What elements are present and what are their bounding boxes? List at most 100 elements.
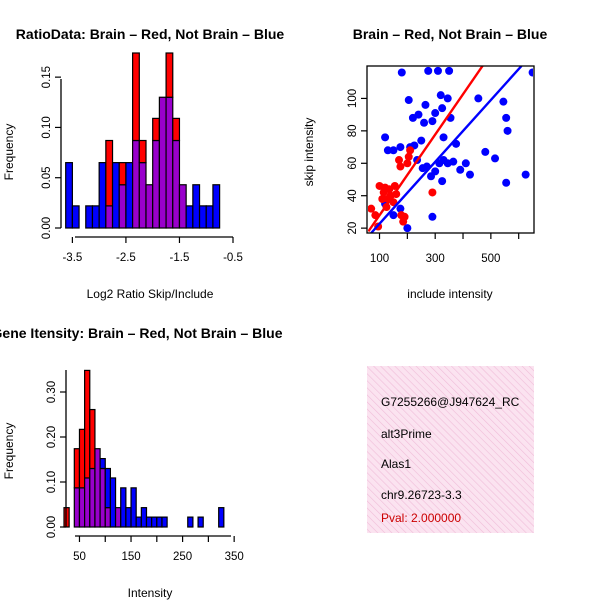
- intensity-title: Gene Itensity: Brain – Red, Not Brain – …: [0, 325, 283, 341]
- ratio-bar-overlap: [138, 162, 147, 229]
- intensity-bar-notbrain: [135, 516, 142, 528]
- scatter-point-notbrain: [439, 133, 448, 142]
- gene-name-text: Alas1: [381, 457, 411, 471]
- intensity-y-tick-label: 0.10: [46, 471, 58, 493]
- scatter-point-notbrain: [421, 100, 430, 109]
- ratio-y-ticks: 0.00 0.05 0.10 0.15: [41, 66, 61, 239]
- intensity-bar-overlap: [84, 477, 91, 528]
- ratio-bar-notbrain: [65, 162, 73, 229]
- pval-text: Pval: 2.000000: [381, 511, 461, 525]
- intensity-histogram: Gene Itensity: Brain – Red, Not Brain – …: [0, 325, 283, 600]
- scatter-y-tick-label: 100: [347, 89, 359, 108]
- ratio-bar-notbrain: [212, 184, 221, 229]
- scatter-point-notbrain: [461, 159, 470, 168]
- info-box: G7255266@J947624_RC alt3Prime Alas1 chr9…: [367, 366, 534, 533]
- ratio-x-ticks: -3.5 -2.5 -1.5 -0.5: [62, 237, 243, 264]
- intensity-bar-notbrain: [156, 516, 163, 528]
- ratio-y-tick-label: 0.00: [41, 217, 53, 239]
- scatter-frame: [366, 65, 535, 234]
- intensity-bar-notbrain: [161, 516, 168, 528]
- ratio-bar-overlap: [132, 139, 140, 229]
- ratio-bar-notbrain: [85, 205, 94, 229]
- intensity-bar-notbrain: [145, 516, 153, 528]
- ratio-x-tick-label: -3.5: [62, 252, 82, 264]
- intensity-bar-brain: [78, 428, 86, 489]
- ratio-x-label: Log2 Ratio Skip/Include: [87, 287, 214, 301]
- scatter-title: Brain – Red, Not Brain – Blue: [353, 26, 548, 42]
- intensity-y-ticks: 0.00 0.10 0.20 0.30: [46, 381, 66, 538]
- ratio-bar-brain: [165, 52, 174, 98]
- ratio-bar-overlap: [152, 139, 160, 229]
- scatter-point-notbrain: [449, 157, 458, 166]
- ratio-bar-brain: [132, 52, 140, 142]
- ratio-bar-overlap: [158, 96, 167, 229]
- ratio-bar-brain: [172, 117, 181, 142]
- scatter-y-label: skip intensity: [302, 118, 316, 187]
- scatter-point-notbrain: [465, 170, 474, 179]
- intensity-bar-notbrain: [151, 516, 158, 528]
- intensity-x-tick-label: 50: [73, 551, 86, 563]
- scatter-point-brain: [390, 181, 399, 190]
- scatter-point-brain: [406, 146, 415, 155]
- scatter-points: [368, 66, 533, 233]
- scatter-point-notbrain: [433, 66, 442, 75]
- event-type-text: alt3Prime: [381, 427, 432, 441]
- scatter-point-notbrain: [456, 165, 465, 174]
- scatter-x-tick-label: 300: [426, 253, 445, 265]
- intensity-bar-notbrain: [187, 516, 194, 528]
- intensity-x-tick-label: 150: [121, 551, 140, 563]
- scatter-point-brain: [428, 188, 437, 197]
- scatter-point-notbrain: [381, 133, 390, 142]
- intensity-bar-notbrain: [197, 516, 204, 528]
- intensity-bar-notbrain: [140, 507, 148, 528]
- scatter-point-notbrain: [443, 94, 452, 103]
- intensity-bar-notbrain: [104, 467, 112, 509]
- ratio-bar-notbrain: [185, 205, 194, 229]
- scatter-point-notbrain: [502, 178, 511, 187]
- intensity-y-tick-label: 0.20: [46, 426, 58, 448]
- scatter-point-notbrain: [528, 68, 533, 77]
- scatter-point-brain: [396, 162, 405, 171]
- info-background: [367, 366, 534, 533]
- ratio-histogram: RatioData: Brain – Red, Not Brain – Blue…: [2, 26, 284, 301]
- ratio-bar-overlap: [105, 205, 114, 229]
- ratio-bar-notbrain: [192, 184, 201, 229]
- scatter-point-notbrain: [481, 147, 490, 156]
- scatter-point-brain: [378, 194, 387, 203]
- intensity-bar-overlap: [94, 448, 101, 528]
- scatter-x-ticks: 100 300 500: [370, 233, 520, 265]
- ratio-x-tick-label: -0.5: [223, 252, 243, 264]
- scatter-point-notbrain: [417, 136, 426, 145]
- ratio-bar-notbrain: [71, 205, 80, 229]
- scatter-point-notbrain: [438, 104, 447, 113]
- scatter-plot: Brain – Red, Not Brain – Blue 100 300 500 …: [302, 26, 547, 301]
- scatter-trend-lines: [368, 66, 523, 233]
- gene-id-text: G7255266@J947624_RC: [381, 395, 520, 409]
- ratio-bar-brain: [138, 139, 147, 164]
- intensity-bar-brain: [84, 369, 91, 479]
- scatter-y-tick-label: 80: [347, 124, 359, 137]
- ratio-bar-brain: [152, 117, 160, 142]
- scatter-point-notbrain: [427, 172, 436, 181]
- ratio-y-tick-label: 0.05: [41, 167, 53, 189]
- scatter-point-notbrain: [404, 96, 413, 105]
- intensity-y-tick-label: 0.30: [46, 381, 58, 403]
- intensity-x-tick-label: 250: [173, 551, 192, 563]
- scatter-x-tick-label: 500: [481, 253, 500, 265]
- ratio-bar-overlap: [178, 184, 187, 229]
- ratio-title: RatioData: Brain – Red, Not Brain – Blue: [16, 26, 285, 42]
- ratio-y-label: Frequency: [2, 124, 16, 181]
- scatter-point-notbrain: [397, 68, 406, 77]
- scatter-point-brain: [403, 159, 412, 168]
- scatter-point-brain: [400, 212, 409, 221]
- ratio-bar-overlap: [145, 184, 154, 229]
- intensity-x-label: Intensity: [128, 586, 173, 600]
- scatter-y-tick-label: 60: [347, 157, 359, 170]
- scatter-x-label: include intensity: [407, 287, 492, 301]
- intensity-bar-brain: [73, 448, 81, 489]
- scatter-point-notbrain: [521, 170, 530, 179]
- scatter-y-tick-label: 20: [347, 222, 359, 235]
- scatter-point-notbrain: [383, 146, 392, 155]
- ratio-bar-overlap: [118, 184, 127, 229]
